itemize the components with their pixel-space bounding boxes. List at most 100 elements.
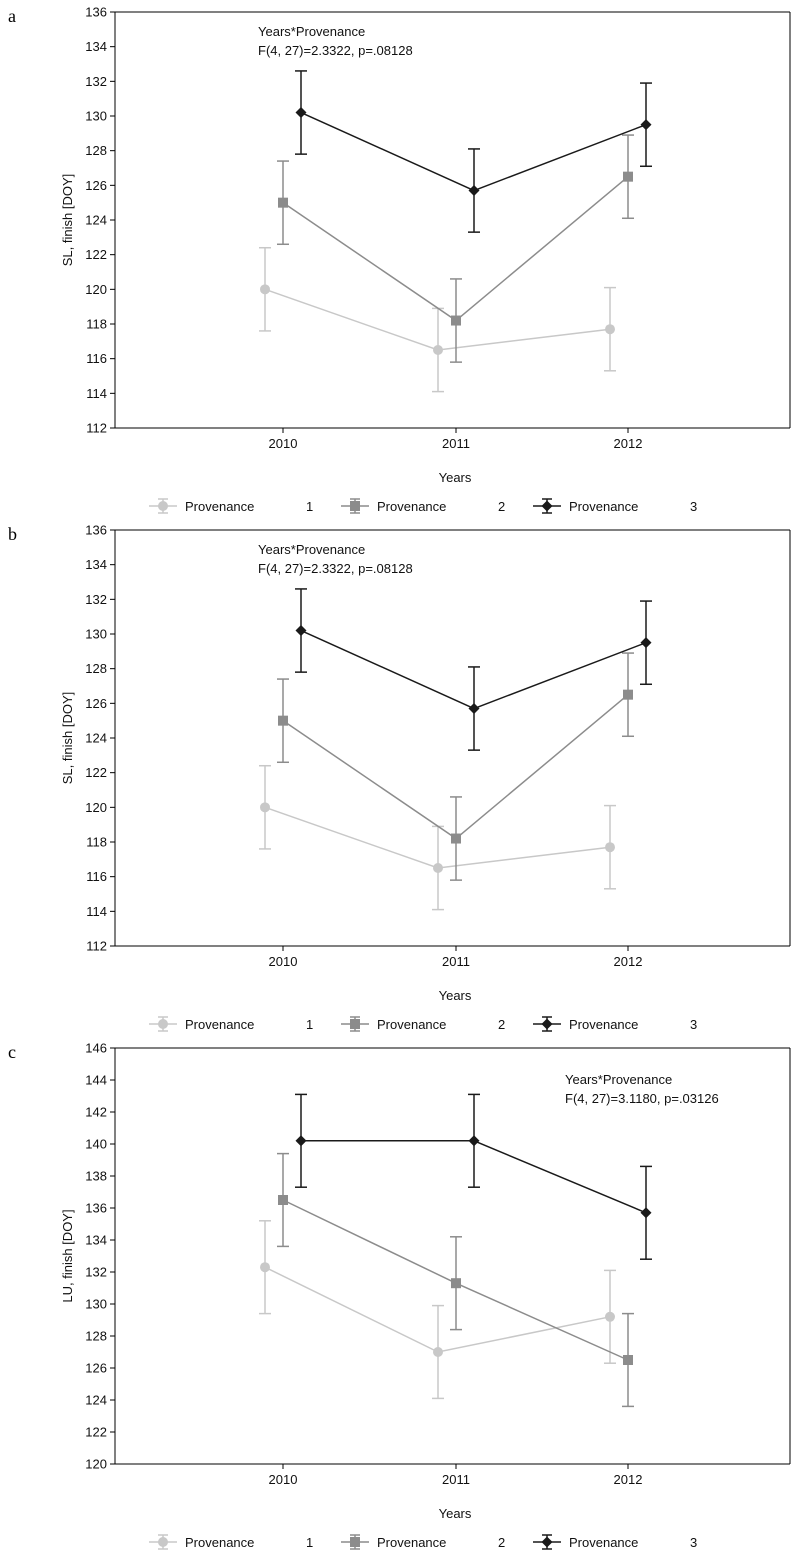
series-1 [259,1220,616,1400]
x-tick-label: 2012 [614,1472,643,1487]
x-tick-label: 2011 [442,954,470,969]
data-point [260,284,270,295]
x-tick-label: 2010 [269,954,298,969]
data-point [433,863,443,873]
y-axis-title: LU, finish [DOY] [60,1209,75,1302]
data-point [260,802,270,813]
data-point [451,1278,461,1289]
y-tick-label: 118 [86,835,107,850]
legend-number: 1 [306,1017,313,1032]
data-point [623,171,633,182]
data-point [605,324,615,335]
legend-marker [158,501,168,511]
y-tick-label: 130 [85,627,107,642]
x-tick-label: 2012 [614,954,643,969]
series-3 [295,70,652,233]
legend-label: Provenance [569,1017,638,1032]
y-tick-label: 114 [86,386,107,401]
y-tick-label: 126 [85,696,107,711]
data-point [468,703,480,715]
x-tick-label: 2011 [442,436,470,451]
panel-label: c [8,1042,16,1062]
legend-item-1: Provenance 1 [149,1534,313,1550]
x-tick-label: 2012 [614,436,643,451]
y-axis-title: SL, finish [DOY] [60,174,75,266]
y-tick-label: 138 [85,1169,107,1184]
legend-item-2: Provenance 2 [341,498,505,514]
legend-label: Provenance [569,499,638,514]
legend-item-3: Provenance 3 [533,498,697,514]
annotation-line: F(4, 27)=2.3322, p=.08128 [258,561,413,576]
data-point [278,715,288,726]
data-point [640,1207,652,1219]
series-3 [295,588,652,751]
y-tick-label: 122 [85,1425,107,1440]
x-tick-label: 2010 [269,1472,298,1487]
y-tick-label: 142 [85,1105,107,1120]
legend-marker [158,1537,168,1547]
y-tick-label: 132 [85,592,107,607]
data-point [605,842,615,853]
legend-label: Provenance [185,499,254,514]
legend-label: Provenance [185,1017,254,1032]
y-tick-label: 146 [85,1041,107,1056]
legend-number: 1 [306,1535,313,1550]
y-tick-label: 120 [85,282,107,297]
y-tick-label: 134 [85,557,107,572]
legend-number: 3 [690,499,697,514]
annotation-line: F(4, 27)=3.1180, p=.03126 [565,1091,719,1106]
series-3 [295,1093,652,1260]
y-tick-label: 126 [85,1361,107,1376]
legend-item-1: Provenance 1 [149,498,313,514]
chart-svg-b: b112114116118120122124126128130132134136… [8,523,791,1032]
y-tick-label: 118 [86,317,107,332]
series-2 [277,1152,634,1408]
y-tick-label: 124 [85,213,107,228]
legend-label: Provenance [377,499,446,514]
y-tick-label: 114 [86,904,107,919]
x-axis-title: Years [439,988,472,1003]
data-point [295,107,307,119]
y-tick-label: 130 [85,1297,107,1312]
legend-marker [541,1536,553,1548]
y-tick-label: 132 [85,1265,107,1280]
legend-number: 3 [690,1017,697,1032]
data-point [640,637,652,649]
data-point [433,1347,443,1357]
series-2 [277,134,634,363]
y-tick-label: 136 [85,5,107,20]
chart-svg-c: c120122124126128130132134136138140142144… [8,1041,791,1550]
y-tick-label: 128 [85,661,107,676]
data-point [468,1135,480,1147]
legend-number: 2 [498,499,505,514]
annotation-line: Years*Provenance [565,1072,672,1087]
legend-marker [350,1537,360,1547]
chart-panel-b: b 112 114 116 118 120 122 124 126 128 130 132 134 136… [0,518,791,1036]
y-tick-label: 126 [85,178,107,193]
y-tick-label: 128 [85,1329,107,1344]
legend-item-3: Provenance 3 [533,1534,697,1550]
data-point [295,1135,307,1147]
y-tick-label: 120 [85,1457,107,1472]
data-point [451,833,461,844]
y-tick-label: 124 [85,1393,107,1408]
legend-label: Provenance [377,1017,446,1032]
y-tick-label: 136 [85,523,107,538]
legend-item-1: Provenance 1 [149,1016,313,1032]
y-axis-title: SL, finish [DOY] [60,692,75,784]
y-tick-label: 122 [85,765,107,780]
legend-number: 3 [690,1535,697,1550]
y-tick-label: 136 [85,1201,107,1216]
annotation-line: Years*Provenance [258,24,365,39]
series-1 [259,246,616,393]
legend-item-3: Provenance 3 [533,1016,697,1032]
data-point [278,197,288,208]
y-tick-label: 128 [85,143,107,158]
legend-number: 2 [498,1535,505,1550]
legend-label: Provenance [569,1535,638,1550]
series-1 [259,764,616,911]
chart-svg-a: a112114116118120122124126128130132134136… [8,5,791,514]
data-point [295,625,307,637]
legend-label: Provenance [185,1535,254,1550]
annotation-line: F(4, 27)=2.3322, p=.08128 [258,43,413,58]
